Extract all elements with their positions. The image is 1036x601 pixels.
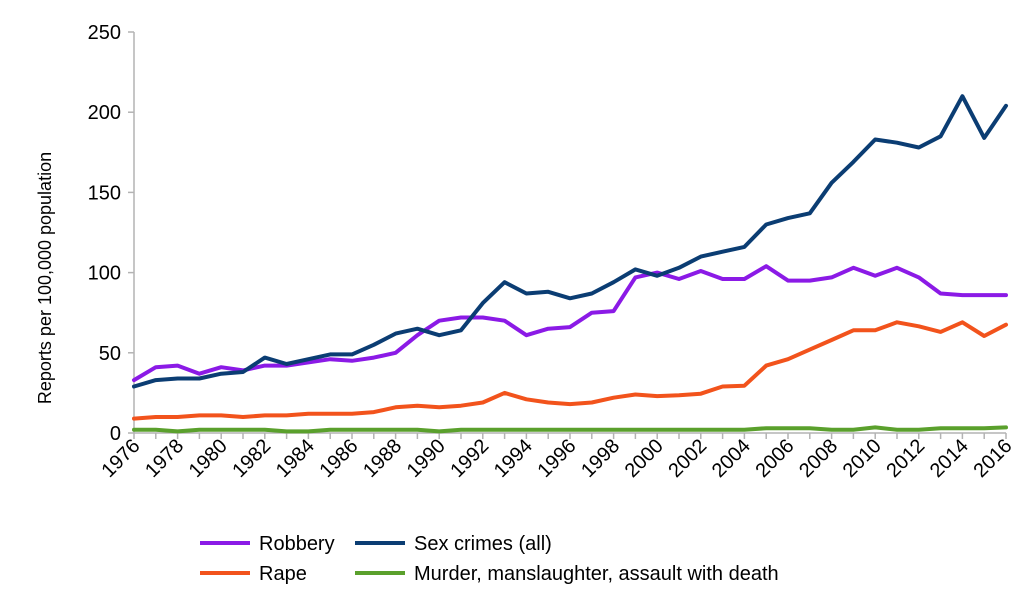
series-line-robbery [132, 264, 1008, 383]
legend: Robbery Sex crimes (all) Rape Murder, mansl… [200, 533, 779, 585]
plot-area: 0 50 100 150 200 250 197619781980198219841986… [88, 22, 1017, 482]
x-tick-label: 2012 [882, 435, 929, 482]
legend-label-sex-crimes-all: Sex crimes (all) [414, 533, 552, 555]
x-tick-label: 1982 [228, 435, 275, 482]
y-ticks: 0 50 100 150 200 250 [88, 22, 134, 445]
x-tick-label: 2014 [926, 435, 973, 482]
x-tick-label: 2002 [664, 435, 711, 482]
x-tick-label: 1994 [490, 435, 537, 482]
x-tick-label: 1988 [359, 435, 406, 482]
series-line-murder-manslaughter-assault-with-death [132, 425, 1008, 434]
legend-label-murder-manslaughter-assault-with-death: Murder, manslaughter, assault with death [414, 563, 779, 585]
series-line-rape [132, 320, 1008, 421]
y-tick-label: 250 [88, 22, 121, 44]
series-line-sex-crimes-all [132, 94, 1008, 389]
x-tick-label: 1996 [534, 435, 581, 482]
x-tick-label: 2000 [621, 435, 668, 482]
x-tick-label: 1998 [577, 435, 624, 482]
y-tick-label: 100 [88, 263, 121, 285]
x-ticks: 1976197819801982198419861988199019921994… [98, 433, 1017, 482]
legend-label-robbery: Robbery [259, 533, 335, 555]
x-tick-label: 2010 [839, 435, 886, 482]
x-tick-label: 1980 [185, 435, 232, 482]
x-tick-label: 2004 [708, 435, 755, 482]
x-tick-label: 1976 [98, 435, 145, 482]
x-tick-label: 2016 [970, 435, 1017, 482]
y-tick-label: 0 [110, 423, 121, 445]
y-tick-label: 200 [88, 102, 121, 124]
series-lines [132, 94, 1008, 434]
x-tick-label: 1986 [316, 435, 363, 482]
x-tick-label: 2008 [795, 435, 842, 482]
x-tick-label: 1978 [141, 435, 188, 482]
x-tick-label: 2006 [752, 435, 799, 482]
y-tick-label: 50 [99, 343, 121, 365]
x-tick-label: 1990 [403, 435, 450, 482]
legend-label-rape: Rape [259, 563, 307, 585]
y-axis-label: Reports per 100,000 population [35, 152, 55, 404]
y-tick-label: 150 [88, 182, 121, 204]
x-tick-label: 1984 [272, 435, 319, 482]
x-tick-label: 1992 [446, 435, 493, 482]
